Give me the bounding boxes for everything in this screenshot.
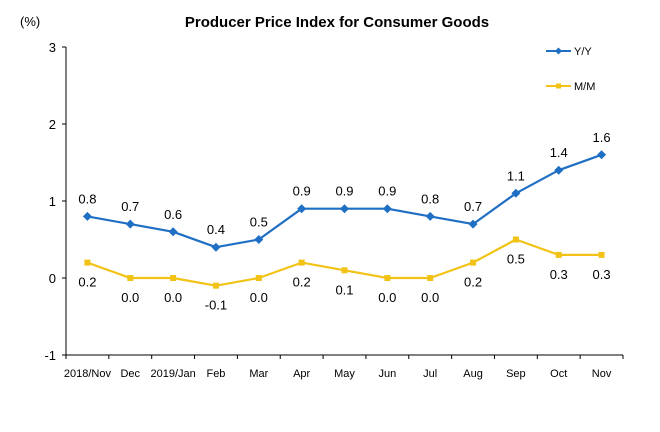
data-label-y-y: 1.4 [550,145,568,160]
y-tick-label: 2 [49,117,56,132]
data-label-y-y: 0.9 [335,184,353,199]
y-axis-unit-label: (%) [20,14,40,29]
data-point-m-m [470,259,477,266]
data-point-m-m [598,251,605,258]
data-label-m-m: 0.3 [593,267,611,282]
chart-title: Producer Price Index for Consumer Goods [185,14,489,31]
data-point-m-m [427,275,434,281]
data-point-y-y [125,219,135,229]
data-point-y-y [340,204,349,214]
data-point-m-m [127,275,134,281]
x-tick-label: May [334,368,355,380]
data-point-m-m [512,236,519,243]
y-tick-label: -1 [44,348,56,363]
legend-label-y-y: Y/Y [574,46,592,58]
data-label-m-m: 0.3 [550,267,568,282]
data-point-m-m [212,282,219,289]
data-label-y-y: 0.5 [250,215,268,230]
data-point-m-m [170,275,177,281]
x-tick-label: Jul [423,368,437,380]
data-point-m-m [341,267,348,274]
data-point-y-y [468,219,478,229]
data-point-y-y [382,204,392,214]
data-label-y-y: 1.1 [507,168,525,183]
data-label-y-y: 0.7 [464,199,482,214]
data-label-y-y: 0.8 [421,191,439,206]
data-point-y-y [425,211,435,221]
legend-marker-m-m [556,83,561,89]
data-point-y-y [82,211,92,221]
data-label-m-m: 0.0 [421,290,439,305]
x-tick-label: Sep [506,368,526,380]
x-tick-label: Apr [293,368,310,380]
data-label-m-m: 0.2 [78,275,96,290]
data-point-y-y [597,150,607,160]
data-point-y-y [168,227,178,237]
data-point-y-y [211,242,221,252]
data-point-m-m [298,259,305,266]
x-tick-label: Jun [378,368,396,380]
data-point-m-m [255,275,262,281]
data-label-y-y: 0.9 [378,184,396,199]
y-tick-label: 3 [49,40,56,55]
x-tick-label: Oct [550,368,567,380]
x-tick-label: Mar [249,368,268,380]
x-tick-label: Nov [592,368,612,380]
data-label-y-y: 1.6 [593,130,611,145]
legend-marker-y-y [555,47,562,55]
data-point-y-y [297,204,307,214]
data-label-m-m: -0.1 [205,298,227,313]
data-label-y-y: 0.4 [207,222,225,237]
data-label-m-m: 0.2 [293,275,311,290]
data-point-y-y [511,188,521,198]
data-point-m-m [84,259,91,266]
x-tick-label: Feb [206,368,225,380]
data-label-m-m: 0.0 [164,290,182,305]
y-tick-label: 0 [49,271,56,286]
x-tick-label: Aug [463,368,483,380]
x-tick-label: Dec [120,368,140,380]
data-point-y-y [254,235,264,244]
x-tick-label: 2019/Jan [150,368,195,380]
data-label-m-m: 0.1 [335,282,353,297]
x-tick-label: 2018/Nov [64,368,112,380]
data-label-m-m: 0.2 [464,275,482,290]
plot-area: 3 2 1 0 -1 2018/Nov Dec 2019/Jan Feb Mar Apr May Jun… [44,40,624,380]
data-label-y-y: 0.8 [78,191,96,206]
data-label-m-m: 0.0 [378,290,396,305]
data-label-m-m: 0.0 [121,290,139,305]
y-tick-label: 1 [49,194,56,209]
data-label-m-m: 0.0 [250,290,268,305]
data-label-m-m: 0.5 [507,252,525,267]
data-point-y-y [554,165,564,175]
data-point-m-m [384,275,391,281]
data-label-y-y: 0.6 [164,207,182,222]
data-label-y-y: 0.7 [121,199,139,214]
legend-label-m-m: M/M [574,81,595,93]
data-label-y-y: 0.9 [293,184,311,199]
data-point-m-m [555,251,562,258]
